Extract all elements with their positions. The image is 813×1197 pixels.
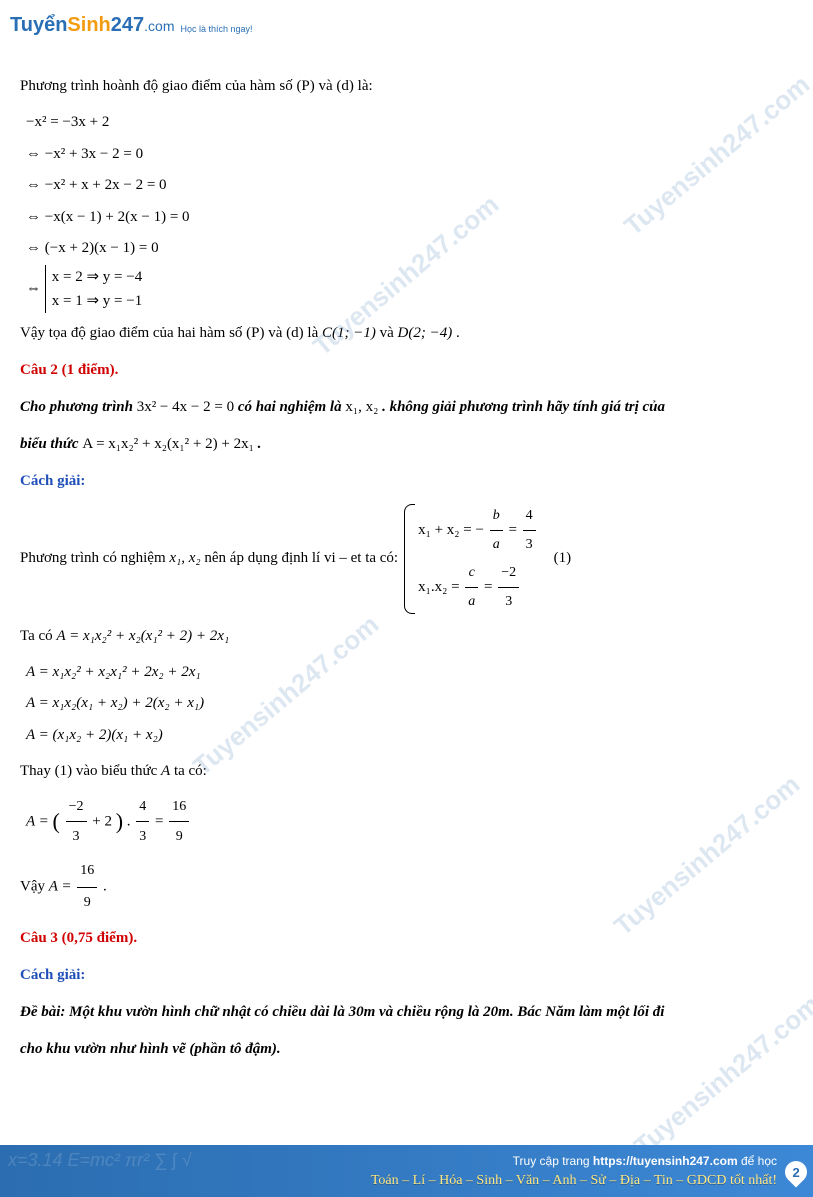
paragraph: Phương trình có nghiệm x₁, x₂ nên áp dụn… [20,502,793,616]
math-inline: 3x² − 4x − 2 = 0 [137,399,234,415]
equation-case: x = 2 ⇒ y = −4 [52,265,142,289]
page-number: 2 [792,1165,799,1180]
math-inline: x₁.x₂ = [418,578,463,594]
fraction: 43 [523,502,536,559]
math-inline: x₁, x₂ [169,550,200,566]
fraction: ba [490,502,503,559]
paragraph: Phương trình hoành độ giao điểm của hàm … [20,70,793,103]
fraction: 169 [77,856,97,919]
fraction: 43 [136,792,149,852]
footer-text: Truy cập trang https://tuyensinh247.com … [371,1152,777,1191]
logo-tagline: Học là thích ngay! [180,24,252,37]
text: . [456,325,460,341]
text: . không giải phương trình hãy tính giá t… [382,399,665,415]
footer-decoration: x=3.14 E=mc² πr² ∑ ∫ √ [0,1145,300,1197]
math-inline: D(2; −4) [398,325,453,341]
equation-block: A = x₁x₂² + x₂x₁² + 2x₂ + 2x₁ A = x₁x₂(x… [26,657,793,752]
math-inline: A [161,763,170,779]
solution-heading: Cách giải: [20,959,793,992]
text: + 2 [92,813,112,829]
equation-case: x = 1 ⇒ y = −1 [52,289,142,313]
text: Vậy [20,879,49,895]
fraction: −23 [66,792,87,852]
text: Phương trình có nghiệm [20,550,169,566]
logo-part-com: .com [144,18,174,34]
footer-line-1: Truy cập trang https://tuyensinh247.com … [371,1152,777,1170]
text: Thay [20,763,55,779]
problem-statement: biểu thức A = x₁x₂² + x₂(x₁² + 2) + 2x₁ … [20,428,793,461]
equation-line: ⇔ −x² + 3x − 2 = 0 [26,139,793,171]
text: để học [741,1154,777,1168]
text: = [484,578,496,594]
document-content: Phương trình hoành độ giao điểm của hàm … [0,50,813,1066]
math-inline: C(1; −1) [322,325,376,341]
text: ta có: [174,763,207,779]
logo-part-sinh: Sinh [67,14,110,37]
text: và [380,325,398,341]
fraction: ca [465,559,478,616]
text: = [508,521,520,537]
text: . [127,813,135,829]
problem-statement: Cho phương trình 3x² − 4x − 2 = 0 có hai… [20,391,793,424]
text: Một khu vườn hình chữ nhật có chiều dài … [69,1004,664,1020]
header: Tuyển Sinh 247 .com Học là thích ngay! [0,0,813,50]
math-inline: A = x₁x₂² + x₂(x₁² + 2) + 2x₁ [56,628,229,644]
solution-heading: Cách giải: [20,465,793,498]
equation-system: x = 2 ⇒ y = −4 x = 1 ⇒ y = −1 [45,265,142,313]
footer-url: https://tuyensinh247.com [593,1154,738,1168]
text: nên áp dụng định lí vi – et ta có: [204,550,398,566]
text: biểu thức [20,436,82,452]
question-heading: Câu 3 (0,75 điểm). [20,922,793,955]
paragraph: Thay (1) vào biểu thức A ta có: [20,755,793,788]
equation-line: A = x₁x₂(x₁ + x₂) + 2(x₂ + x₁) [26,688,793,720]
text: Đề bài: [20,1004,69,1020]
logo-part-tuyen: Tuyển [10,14,67,37]
math-inline: x₁, x₂ [345,399,378,415]
equation-line: A = x₁x₂² + x₂x₁² + 2x₂ + 2x₁ [26,657,793,689]
text: = [155,813,167,829]
text: Ta có [20,628,56,644]
math-inline: (1) [55,763,73,779]
question-heading: Câu 2 (1 điểm). [20,354,793,387]
math-inline: x₁ + x₂ = − [418,521,484,537]
footer: x=3.14 E=mc² πr² ∑ ∫ √ Truy cập trang ht… [0,1145,813,1197]
text: . [103,879,107,895]
text: Vậy tọa độ giao điểm của hai hàm số (P) … [20,325,322,341]
vieta-row-prod: x₁.x₂ = ca = −23 [418,559,538,616]
paragraph: Ta có A = x₁x₂² + x₂(x₁² + 2) + 2x₁ [20,620,793,653]
footer-line-2: Toán – Lí – Hóa – Sinh – Văn – Anh – Sử … [371,1170,777,1191]
vieta-system: x₁ + x₂ = − ba = 43 x₁.x₂ = ca = −23 [404,502,538,616]
fraction: −23 [498,559,519,616]
problem-statement: Đề bài: Một khu vườn hình chữ nhật có ch… [20,996,793,1029]
logo-part-247: 247 [111,14,144,37]
equation-line: ⇔ (−x + 2)(x − 1) = 0 [26,233,793,265]
text: có hai nghiệm là [238,399,346,415]
equation-line: ⇔ −x(x − 1) + 2(x − 1) = 0 [26,202,793,234]
equation-line: ⇔ x = 2 ⇒ y = −4 x = 1 ⇒ y = −1 [26,265,793,313]
equation-block: −x² = −3x + 2 ⇔ −x² + 3x − 2 = 0 ⇔ −x² +… [26,107,793,313]
paragraph: Vậy tọa độ giao điểm của hai hàm số (P) … [20,317,793,350]
vieta-row-sum: x₁ + x₂ = − ba = 43 [418,502,538,559]
paragraph: Vậy A = 169 . [20,856,793,919]
equation-number: (1) [554,542,572,575]
problem-statement: cho khu vườn như hình vẽ (phần tô đậm). [20,1033,793,1066]
equation-line: −x² = −3x + 2 [26,107,793,139]
text: Truy cập trang [513,1154,593,1168]
text: . [258,436,262,452]
math-inline: A = x₁x₂² + x₂(x₁² + 2) + 2x₁ [82,436,253,452]
math-inline: A = [49,879,76,895]
math-inline: A = [26,813,53,829]
site-logo: Tuyển Sinh 247 .com Học là thích ngay! [10,14,253,37]
fraction: 169 [169,792,189,852]
text: vào biểu thức [76,763,161,779]
equation-block: A = ( −23 + 2 ) . 43 = 169 [26,792,793,852]
text: Cho phương trình [20,399,137,415]
equation-line: A = (x₁x₂ + 2)(x₁ + x₂) [26,720,793,752]
equation-line: ⇔ −x² + x + 2x − 2 = 0 [26,170,793,202]
